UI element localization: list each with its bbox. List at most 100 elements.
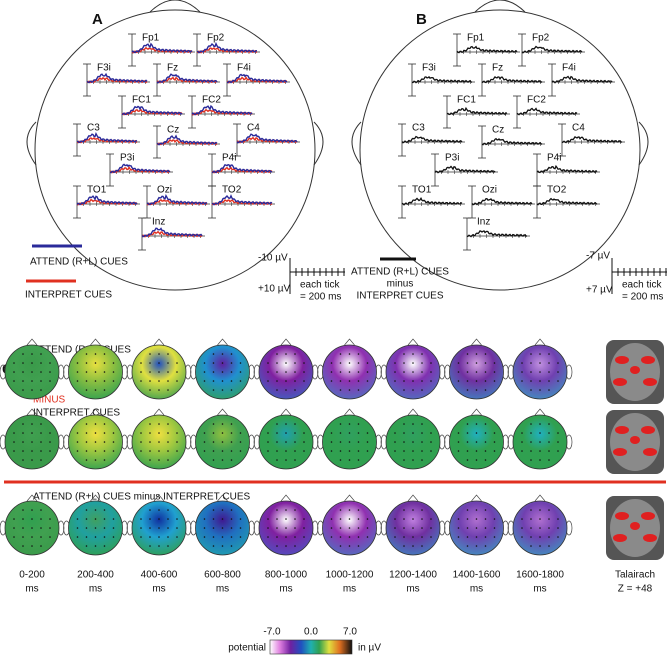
electrode-dot [366,527,369,529]
electrode-dot [466,371,469,373]
electrode-dot [357,441,360,443]
waveform [191,104,253,116]
electrode-dot [267,380,269,382]
electrode-label: P4i [547,153,561,164]
waveform [471,198,533,206]
electrode-label: P3i [120,153,134,164]
waveform [434,165,496,174]
electrode-dot [421,380,423,382]
electrode-dot [94,441,97,443]
electrode-dot [412,353,414,355]
electrode-dot [158,353,160,355]
electrode-label: Fp2 [207,33,225,44]
electrode-dot [149,423,151,425]
time-window: 600-800 [204,570,241,581]
electrode-dot [85,432,88,434]
electrode-dot [212,509,215,511]
electrode-label: FC1 [457,95,476,106]
electrode-dot [103,518,106,520]
electrode-dot [294,432,296,434]
electrode-dot [140,380,142,382]
electrode-dot [212,545,215,547]
electrode-dot [285,441,287,443]
electrode-dot [403,509,405,511]
electrode-dot [430,380,432,382]
waveform [131,42,193,54]
topo-nose [280,408,292,416]
electrode-dot [239,518,242,520]
electrode-dot [357,362,360,364]
electrode-dot [539,527,541,529]
electrode-dot [403,423,405,425]
time-window: 1600-1800 [516,570,564,581]
electrode-dot [22,536,24,538]
electrode-dot [330,536,333,538]
electrode-dot [285,459,287,461]
electrode-dot [85,450,88,452]
electrode-dot [221,371,224,373]
electrode-dot [548,518,550,520]
electrode-dot [339,353,342,355]
electrode-dot [276,518,278,520]
electrode-dot [112,518,115,520]
electrode-label: F3i [422,63,436,74]
electrode-dot [457,432,460,434]
electrode-dot [493,536,496,538]
time-window: 200-400 [77,570,114,581]
electrode-dot [530,362,532,364]
waveform [446,106,508,116]
electrode-dot [103,423,106,425]
electrode-dot [530,423,532,425]
electrode-dot [285,536,287,538]
time-window: 800-1000 [265,570,308,581]
electrode-dot [403,389,405,391]
colorbar [269,639,353,655]
legend-text: ATTEND (R+L) CUES [30,257,128,268]
electrode-dot [13,527,15,529]
activation-blob [613,448,627,456]
electrode-dot [403,518,405,520]
electrode-dot [212,459,215,461]
electrode-dot [276,371,278,373]
electrode-dot [285,380,287,382]
electrode-dot [348,441,351,443]
electrode-dot [348,423,351,425]
electrode-dot [13,441,15,443]
electrode-dot [158,545,160,547]
electrode-dot [412,441,414,443]
electrode-dot [276,459,278,461]
electrode-dot [303,371,305,373]
electrode-dot [239,362,242,364]
electrode-dot [457,380,460,382]
electrode-dot [330,362,333,364]
electrode-label: TO2 [222,185,242,196]
electrode-dot [40,527,42,529]
electrode-dot [357,536,360,538]
electrode-dot [530,450,532,452]
activation-blob [630,366,640,374]
electrode-dot [103,459,106,461]
electrode-dot [348,518,351,520]
electrode-dot [348,459,351,461]
electrode-dot [31,509,33,511]
electrode-dot [348,450,351,452]
electrode-dot [76,362,79,364]
electrode-dot [330,527,333,529]
electrode-dot [493,362,496,364]
electrode-dot [530,353,532,355]
topo-nose [26,408,38,416]
electrode-dot [239,380,242,382]
electrode-dot [530,527,532,529]
electrode-dot [221,432,224,434]
talairach-label: Z = +48 [618,584,653,595]
activation-blob [643,534,657,542]
time-window: ms [89,584,102,595]
electrode-dot [394,518,396,520]
electrode-dot [339,459,342,461]
electrode-dot [94,450,97,452]
electrode-dot [484,545,487,547]
electrode-dot [366,371,369,373]
electrode-dot [339,509,342,511]
electrode-dot [85,380,88,382]
waveform [76,198,138,206]
